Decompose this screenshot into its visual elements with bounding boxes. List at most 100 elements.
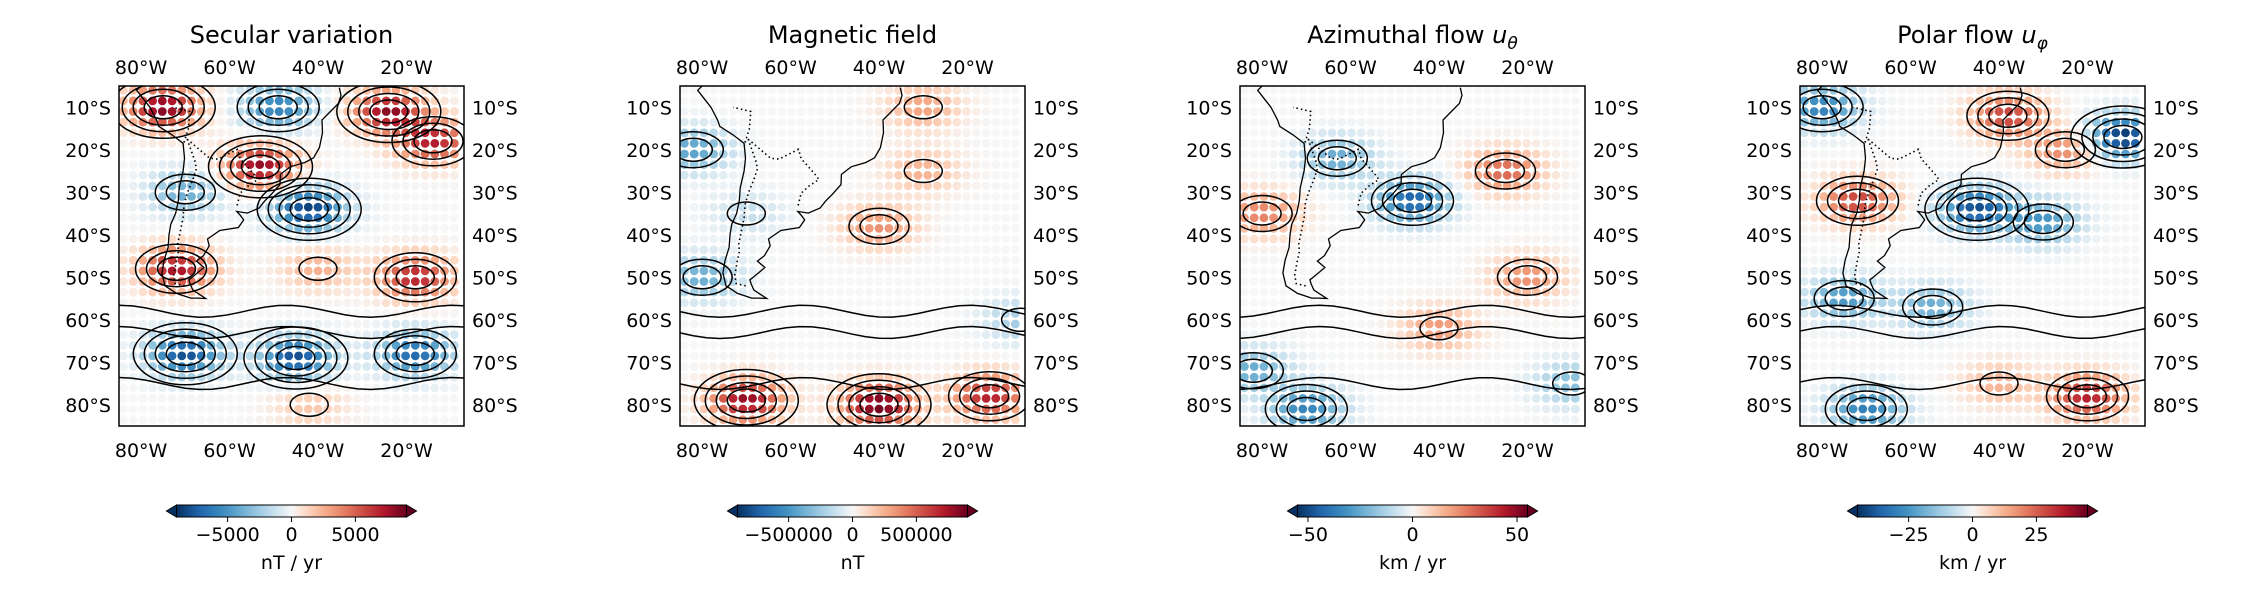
data-dot	[401, 415, 410, 424]
data-dot	[157, 192, 167, 201]
data-dot	[1531, 340, 1541, 350]
data-dot	[1473, 202, 1483, 212]
data-dot	[2062, 224, 2072, 233]
data-dot	[971, 255, 981, 265]
data-dot	[1317, 192, 1327, 201]
data-dot	[2014, 404, 2023, 414]
data-dot	[216, 266, 226, 276]
data-dot	[303, 170, 313, 180]
data-dot	[1347, 96, 1356, 106]
data-dot	[1570, 255, 1580, 265]
data-dot	[1434, 340, 1444, 350]
contour-line	[2056, 377, 2119, 416]
data-dot	[226, 287, 235, 297]
data-dot	[119, 117, 128, 127]
data-dot	[1240, 372, 1249, 382]
contour-line	[1496, 258, 1559, 297]
data-dot	[748, 192, 757, 201]
data-dot	[1541, 96, 1551, 106]
data-dot	[1473, 149, 1483, 159]
data-dot	[1809, 362, 1819, 371]
data-dot	[1308, 351, 1317, 361]
data-dot	[265, 107, 274, 116]
data-dot	[216, 277, 226, 286]
data-dot	[1249, 298, 1259, 308]
data-dot	[1463, 245, 1473, 255]
data-dot	[420, 160, 430, 170]
data-dot	[971, 181, 981, 191]
data-dot	[235, 340, 245, 350]
data-dot	[274, 128, 284, 138]
data-dot	[884, 107, 894, 116]
data-dot	[449, 383, 459, 393]
data-dot	[1298, 96, 1308, 106]
data-dot	[2101, 149, 2111, 159]
data-dot	[1347, 86, 1356, 95]
colorbar-extend-min	[165, 504, 177, 518]
data-dot	[1288, 234, 1298, 244]
data-dot	[362, 330, 372, 339]
data-dot	[1965, 404, 1975, 414]
data-dot	[1327, 383, 1337, 393]
data-dot	[1001, 245, 1010, 255]
contour-line	[1988, 103, 2028, 129]
data-dot	[757, 245, 767, 255]
data-dot	[1541, 202, 1551, 212]
contour-line	[1286, 396, 1327, 422]
data-dot	[689, 160, 699, 170]
data-dot	[1541, 394, 1551, 403]
data-dot	[1531, 394, 1541, 403]
data-dot	[884, 309, 894, 318]
y-tick-label-right: 10°S	[2153, 97, 2199, 119]
data-dot	[1551, 160, 1561, 170]
data-dot	[1800, 192, 1809, 201]
data-dot	[1994, 362, 2004, 371]
data-dot	[167, 351, 177, 361]
data-dot	[1868, 266, 1877, 276]
data-dot	[1561, 202, 1570, 212]
data-dot	[806, 213, 816, 223]
data-dot	[1561, 319, 1570, 329]
data-dot	[1001, 170, 1010, 180]
data-dot	[845, 266, 855, 276]
data-dot	[728, 245, 738, 255]
data-dot	[1278, 139, 1288, 148]
data-dot	[1483, 128, 1493, 138]
data-dot	[923, 181, 933, 191]
data-dot	[274, 340, 284, 350]
data-dot	[245, 351, 255, 361]
data-dot	[1551, 224, 1561, 233]
data-dot	[401, 404, 410, 414]
data-dot	[294, 202, 303, 212]
data-dot	[1936, 234, 1946, 244]
data-dot	[1541, 149, 1551, 159]
data-dot	[1561, 170, 1570, 180]
data-dot	[1502, 266, 1512, 276]
data-dot	[933, 340, 942, 350]
data-dot	[1463, 287, 1473, 297]
data-dot	[864, 277, 874, 286]
data-dot	[119, 139, 128, 148]
data-dot	[748, 96, 757, 106]
data-dot	[2023, 245, 2033, 255]
data-dot	[787, 266, 796, 276]
data-dot	[991, 192, 1001, 201]
data-dot	[1877, 330, 1887, 339]
data-dot	[894, 128, 903, 138]
data-dot	[806, 86, 816, 95]
panel-title: Magnetic field	[768, 21, 937, 49]
data-dot	[1897, 340, 1907, 350]
data-dot	[1463, 330, 1473, 339]
data-dot	[1907, 192, 1916, 201]
data-dot	[2121, 213, 2130, 223]
data-dot	[1444, 139, 1454, 148]
data-dot	[255, 96, 265, 106]
data-dot	[2101, 181, 2111, 191]
data-dot	[1916, 394, 1926, 403]
data-dot	[1848, 202, 1858, 212]
data-dot	[1868, 160, 1877, 170]
data-dot	[796, 415, 806, 424]
data-dot	[1493, 266, 1502, 276]
data-dot	[1249, 234, 1259, 244]
contour-line	[258, 95, 298, 120]
